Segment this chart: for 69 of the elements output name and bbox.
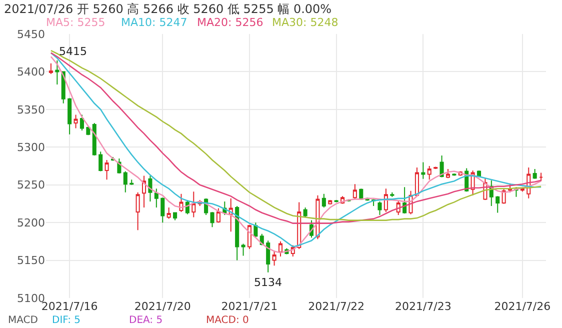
candlestick bbox=[86, 126, 90, 136]
candlestick bbox=[446, 168, 450, 179]
candlestick bbox=[241, 243, 246, 256]
candlestick bbox=[496, 196, 500, 214]
candlestick bbox=[334, 199, 338, 203]
candlestick bbox=[104, 159, 109, 180]
candlestick bbox=[74, 114, 78, 129]
candlestick bbox=[352, 184, 357, 200]
y-tick-label: 5200 bbox=[17, 216, 45, 230]
y-tick-label: 5450 bbox=[17, 28, 45, 41]
candlestick bbox=[390, 192, 394, 198]
candlestick bbox=[166, 206, 171, 220]
candlestick bbox=[434, 166, 438, 170]
x-tick-label: 2021/7/26 bbox=[494, 300, 551, 313]
candlestick bbox=[440, 154, 444, 178]
annotation: 5134 bbox=[254, 276, 282, 289]
candlestick bbox=[148, 175, 152, 202]
x-tick-label: 2021/7/21 bbox=[221, 300, 278, 313]
candlestick bbox=[402, 186, 407, 214]
candlestick bbox=[136, 192, 140, 231]
candlestick bbox=[210, 212, 214, 228]
candlestick bbox=[427, 166, 432, 180]
candlestick bbox=[192, 191, 196, 218]
candlestick bbox=[539, 172, 544, 182]
candlestick bbox=[92, 122, 96, 156]
candlestick bbox=[421, 162, 426, 180]
candlestick bbox=[130, 179, 134, 186]
text: MACD: 0 bbox=[206, 315, 249, 326]
x-tick-label: 2021/7/22 bbox=[308, 300, 365, 313]
candlestick bbox=[48, 62, 53, 74]
candlestick bbox=[235, 205, 240, 261]
candlestick bbox=[303, 206, 308, 218]
text: MA30: 5248 bbox=[272, 16, 338, 29]
candlestick bbox=[414, 167, 419, 197]
candlestick bbox=[272, 250, 276, 266]
candlestick bbox=[322, 193, 326, 208]
candlestick bbox=[55, 60, 60, 86]
candlestick bbox=[228, 198, 233, 232]
candlestick bbox=[80, 114, 84, 132]
candlestick bbox=[378, 200, 382, 216]
y-tick-label: 5100 bbox=[17, 292, 45, 305]
candlestick bbox=[247, 224, 252, 250]
candlestick bbox=[123, 170, 128, 193]
text: DIF: 5 bbox=[52, 315, 81, 326]
x-tick-label: 2021/7/23 bbox=[394, 300, 452, 313]
text: MA10: 5247 bbox=[121, 16, 188, 29]
candlestick bbox=[98, 151, 103, 172]
text: DEA: 5 bbox=[129, 315, 163, 326]
text: MA20: 5256 bbox=[197, 16, 264, 29]
y-tick-label: 5300 bbox=[17, 140, 45, 154]
text: MA5: 5255 bbox=[46, 16, 106, 29]
y-tick-label: 5150 bbox=[17, 254, 45, 268]
y-tick-label: 5350 bbox=[17, 103, 45, 116]
candlestick bbox=[532, 168, 537, 180]
annotation: 5415 bbox=[59, 45, 87, 58]
candlestick bbox=[173, 212, 178, 221]
candlestick bbox=[266, 240, 270, 273]
candlestick bbox=[328, 199, 332, 205]
candlestick bbox=[154, 188, 158, 208]
candlestick bbox=[68, 98, 72, 135]
chart-title: 2021/07/26 开 5260 高 5266 收 5260 低 5255 幅 0.00% bbox=[4, 2, 332, 16]
candlestick bbox=[216, 208, 220, 224]
text: MACD bbox=[8, 315, 38, 326]
x-tick-label: 2021/7/20 bbox=[134, 300, 191, 313]
y-tick-label: 5400 bbox=[17, 66, 45, 79]
y-tick-label: 5250 bbox=[17, 178, 45, 192]
candlestick bbox=[160, 197, 165, 224]
candlestick bbox=[278, 240, 283, 258]
candlestick bbox=[142, 175, 146, 208]
